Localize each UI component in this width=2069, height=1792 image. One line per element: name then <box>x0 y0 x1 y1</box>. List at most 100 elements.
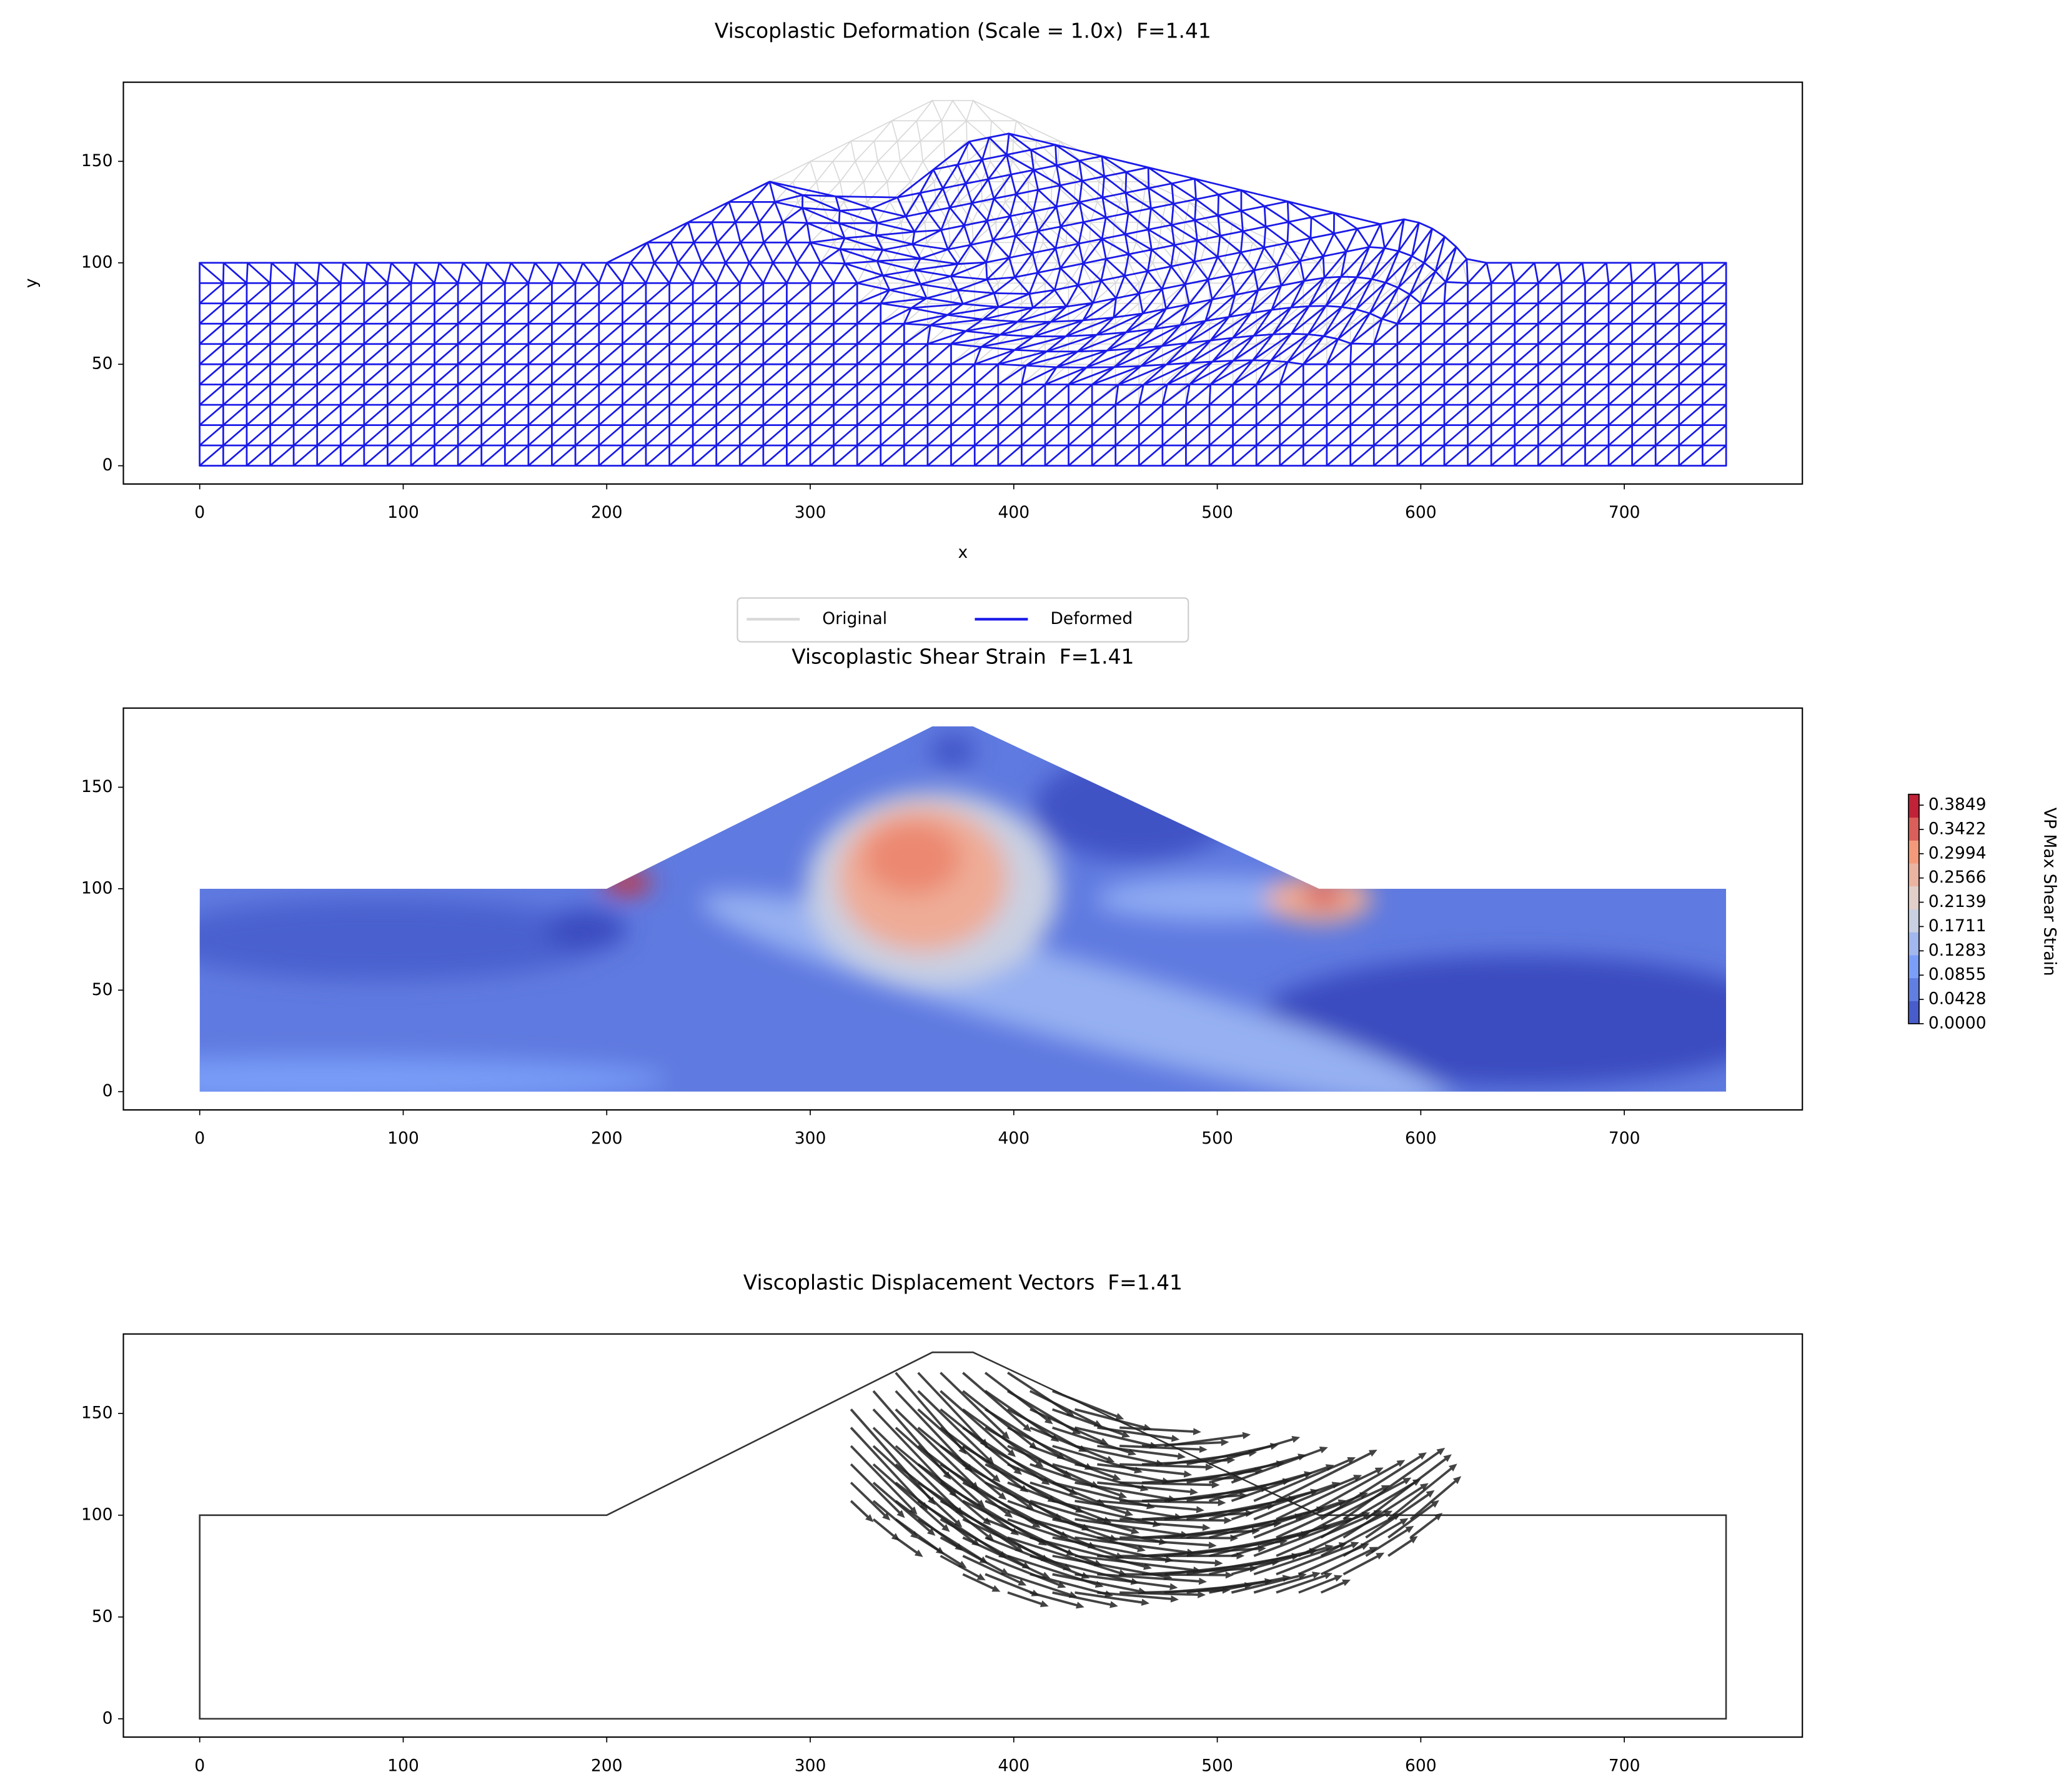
vector-arrow <box>1320 1547 1378 1576</box>
vector-arrow <box>1231 1464 1334 1502</box>
legend-box <box>737 597 1189 643</box>
vector-arrow <box>1007 1408 1087 1452</box>
vector-arrow <box>1209 1506 1325 1539</box>
vector-arrow <box>1231 1446 1328 1484</box>
colorbar-tick-label: 0.0428 <box>1928 989 1987 1009</box>
vector-arrow <box>1209 1523 1331 1557</box>
vector-arrow <box>1097 1426 1180 1442</box>
vector-arrow <box>985 1555 1066 1588</box>
vector-arrow <box>1007 1445 1099 1488</box>
axes-frame <box>122 81 1804 485</box>
vector-arrow <box>1208 1453 1307 1484</box>
vector-arrow <box>985 1463 1084 1513</box>
vector-arrow <box>1074 1445 1164 1467</box>
x-tick-label: 100 <box>387 1756 419 1775</box>
strain-region <box>930 734 975 767</box>
vector-arrow <box>872 1518 900 1541</box>
strain-region <box>863 821 961 895</box>
vector-arrow <box>1342 1483 1429 1539</box>
domain-outline <box>199 1351 1727 1720</box>
y-tick-label: 50 <box>92 1606 113 1626</box>
vector-arrow <box>962 1573 1001 1592</box>
x-tick-label: 500 <box>1201 1129 1233 1148</box>
vector-arrow <box>1365 1454 1452 1520</box>
vector-arrow <box>1052 1555 1173 1580</box>
vector-arrow <box>1029 1390 1103 1427</box>
vector-arrow <box>1052 1390 1124 1420</box>
vector-arrow <box>895 1390 973 1472</box>
vector-arrow <box>940 1408 1023 1475</box>
vector-arrow <box>1186 1495 1297 1521</box>
vector-arrow <box>895 1408 979 1490</box>
vector-arrow <box>1097 1573 1207 1585</box>
vector-arrow <box>1030 1591 1084 1609</box>
vector-arrow <box>850 1408 936 1505</box>
vector-arrow <box>1119 1591 1206 1598</box>
vector-arrow <box>1164 1485 1269 1502</box>
y-tick-label: 50 <box>92 980 113 999</box>
vector-arrow <box>1186 1531 1310 1557</box>
vector-arrow <box>1276 1572 1333 1594</box>
colorbar-band <box>1908 954 1920 979</box>
vector-arrow <box>940 1463 1041 1528</box>
x-tick-label: 300 <box>795 503 826 522</box>
vector-arrow <box>1208 1471 1312 1502</box>
vector-arrow <box>1119 1426 1201 1435</box>
strain-region <box>199 1057 668 1092</box>
vector-arrow <box>940 1390 1016 1457</box>
vector-arrow <box>1030 1555 1139 1585</box>
colorbar-tick-label: 0.3422 <box>1928 819 1987 838</box>
plot-quiver <box>199 1351 1727 1720</box>
vector-arrow <box>850 1482 891 1521</box>
vector-arrow <box>1298 1460 1406 1521</box>
deformed-mesh <box>199 132 1727 467</box>
vector-arrow <box>1209 1548 1318 1576</box>
vector-arrow <box>940 1536 1010 1575</box>
vector-arrow <box>1164 1450 1258 1466</box>
vector-arrow <box>1186 1578 1273 1594</box>
x-tick-label: 400 <box>998 503 1030 522</box>
y-tick-label: 150 <box>81 151 113 171</box>
strain-region <box>1302 883 1344 908</box>
chart-title: Viscoplastic Deformation (Scale = 1.0x) … <box>715 18 1211 42</box>
vector-arrow <box>1342 1518 1409 1557</box>
colorbar-band <box>1908 794 1920 818</box>
vector-arrow <box>1186 1443 1279 1466</box>
x-tick-label: 200 <box>591 503 623 522</box>
vector-arrow <box>1164 1467 1263 1484</box>
vector-arrow <box>1209 1575 1291 1594</box>
colorbar-label: VP Max Shear Strain <box>2040 808 2060 976</box>
legend-label: Deformed <box>1050 609 1133 628</box>
vector-arrow <box>1164 1432 1251 1447</box>
vector-arrow <box>1186 1460 1285 1484</box>
vector-arrow <box>1320 1579 1351 1594</box>
x-tick-label: 400 <box>998 1129 1030 1148</box>
strain-region <box>545 909 627 950</box>
vector-arrow <box>1074 1536 1196 1556</box>
x-tick-label: 300 <box>795 1756 826 1775</box>
vector-arrow <box>917 1372 988 1447</box>
axes-frame <box>122 707 1804 1111</box>
vector-arrow <box>1342 1447 1446 1521</box>
y-tick-label: 0 <box>102 455 113 475</box>
vector-arrow <box>962 1518 1072 1570</box>
vector-arrow <box>1186 1553 1300 1576</box>
vector-arrow <box>1097 1536 1217 1549</box>
y-axis-label: y <box>22 278 41 288</box>
colorbar-band <box>1908 978 1920 1001</box>
x-tick-label: 700 <box>1609 503 1640 522</box>
vector-arrow <box>1097 1500 1204 1513</box>
vector-arrow <box>895 1537 923 1557</box>
x-tick-label: 100 <box>387 503 419 522</box>
vector-arrow <box>1164 1582 1253 1594</box>
chart-title: Viscoplastic Displacement Vectors F=1.41 <box>743 1270 1183 1295</box>
vector-arrow <box>1074 1500 1183 1520</box>
vector-arrow <box>1007 1573 1078 1598</box>
vector-arrow <box>850 1500 874 1522</box>
strain-region <box>602 870 652 895</box>
x-tick-label: 700 <box>1609 1756 1640 1775</box>
colorbar-band <box>1908 1001 1920 1024</box>
vector-arrow <box>850 1463 905 1518</box>
vector-arrow <box>1097 1445 1186 1460</box>
